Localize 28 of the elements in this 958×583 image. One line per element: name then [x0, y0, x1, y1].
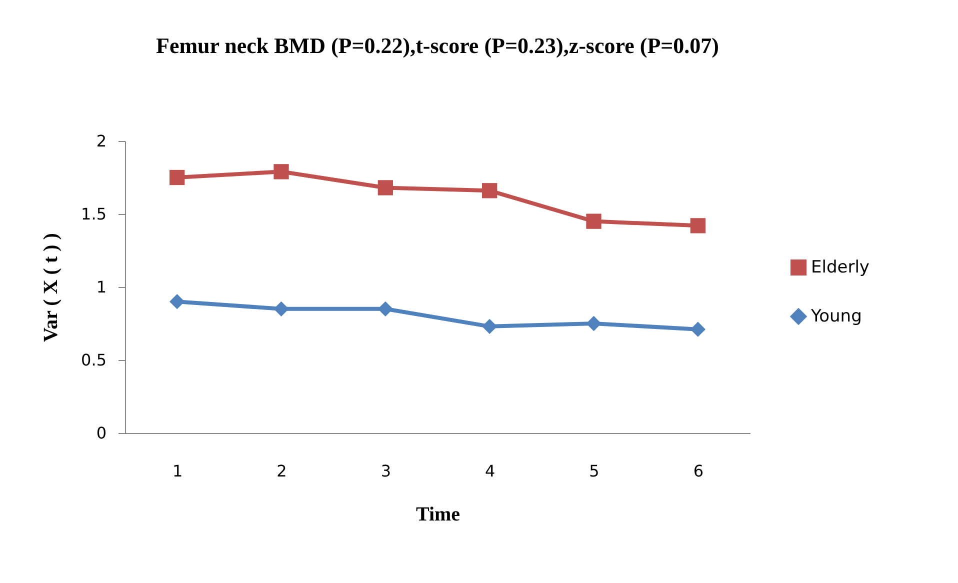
point — [170, 170, 185, 186]
x-axis-title: Time — [416, 504, 460, 526]
y-tick-label: 1.5 — [81, 204, 106, 224]
legend-label: Young — [810, 306, 862, 326]
point — [586, 316, 602, 332]
x-tick-label: 6 — [693, 462, 704, 480]
point — [274, 164, 289, 180]
legend-label: Elderly — [811, 258, 870, 278]
x-tick-label: 4 — [484, 462, 496, 480]
point — [586, 214, 602, 229]
point — [378, 180, 393, 196]
chart-title: Femur neck BMD (P=0.22),t-score (P=0.23),z-score (P=0.07) — [156, 33, 719, 58]
y-tick-label: 0 — [96, 424, 106, 442]
x-tick-label: 3 — [380, 462, 392, 480]
x-tick-label: 1 — [172, 462, 183, 480]
point — [482, 318, 498, 334]
y-axis-title: Var ( X ( t ) ) — [40, 233, 62, 342]
point — [690, 322, 706, 337]
point — [690, 218, 706, 234]
point — [274, 301, 289, 316]
y-tick-label: 0.5 — [81, 350, 106, 370]
point — [378, 301, 393, 316]
x-tick-label: 2 — [276, 462, 287, 480]
y-tick-label: 2 — [96, 132, 106, 150]
point — [482, 183, 498, 198]
y-tick-label: 1 — [96, 278, 106, 296]
point — [170, 294, 185, 310]
x-tick-label: 5 — [589, 462, 600, 480]
